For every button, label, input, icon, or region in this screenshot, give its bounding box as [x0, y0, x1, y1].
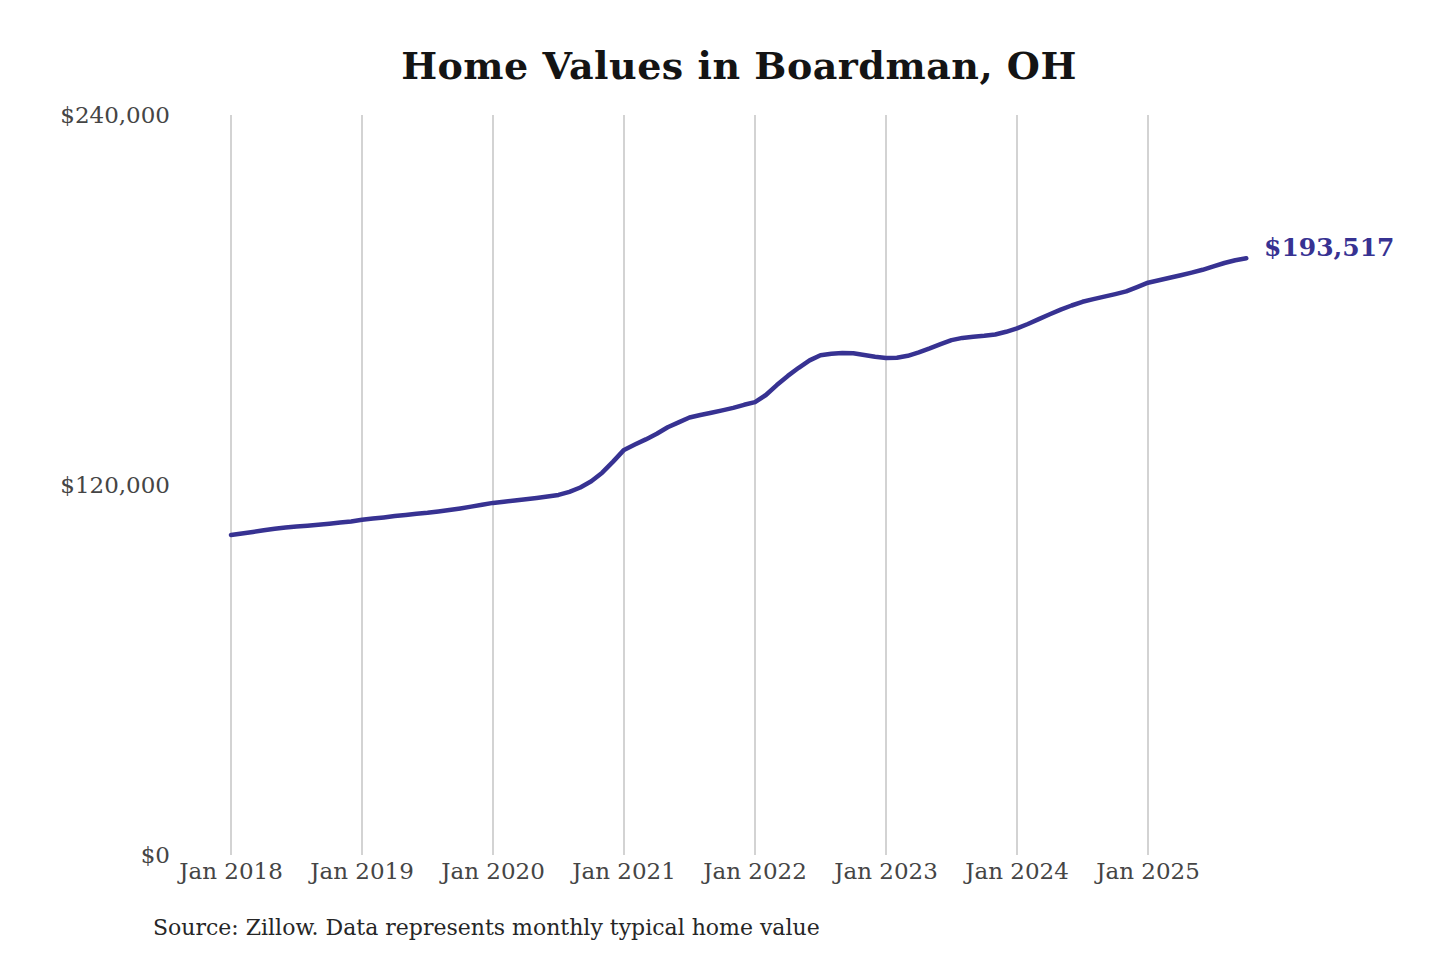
y-axis-label: $0	[30, 842, 170, 868]
x-axis-label: Jan 2025	[1068, 858, 1228, 884]
chart-page: Home Values in Boardman, OH $240,000$120…	[0, 0, 1440, 960]
latest-value-label: $193,517	[1264, 233, 1394, 263]
y-axis-label: $240,000	[30, 102, 170, 128]
chart-plot-svg	[0, 0, 1440, 960]
home-value-line	[231, 258, 1246, 535]
source-note: Source: Zillow. Data represents monthly …	[153, 914, 820, 942]
y-axis-label: $120,000	[30, 472, 170, 498]
